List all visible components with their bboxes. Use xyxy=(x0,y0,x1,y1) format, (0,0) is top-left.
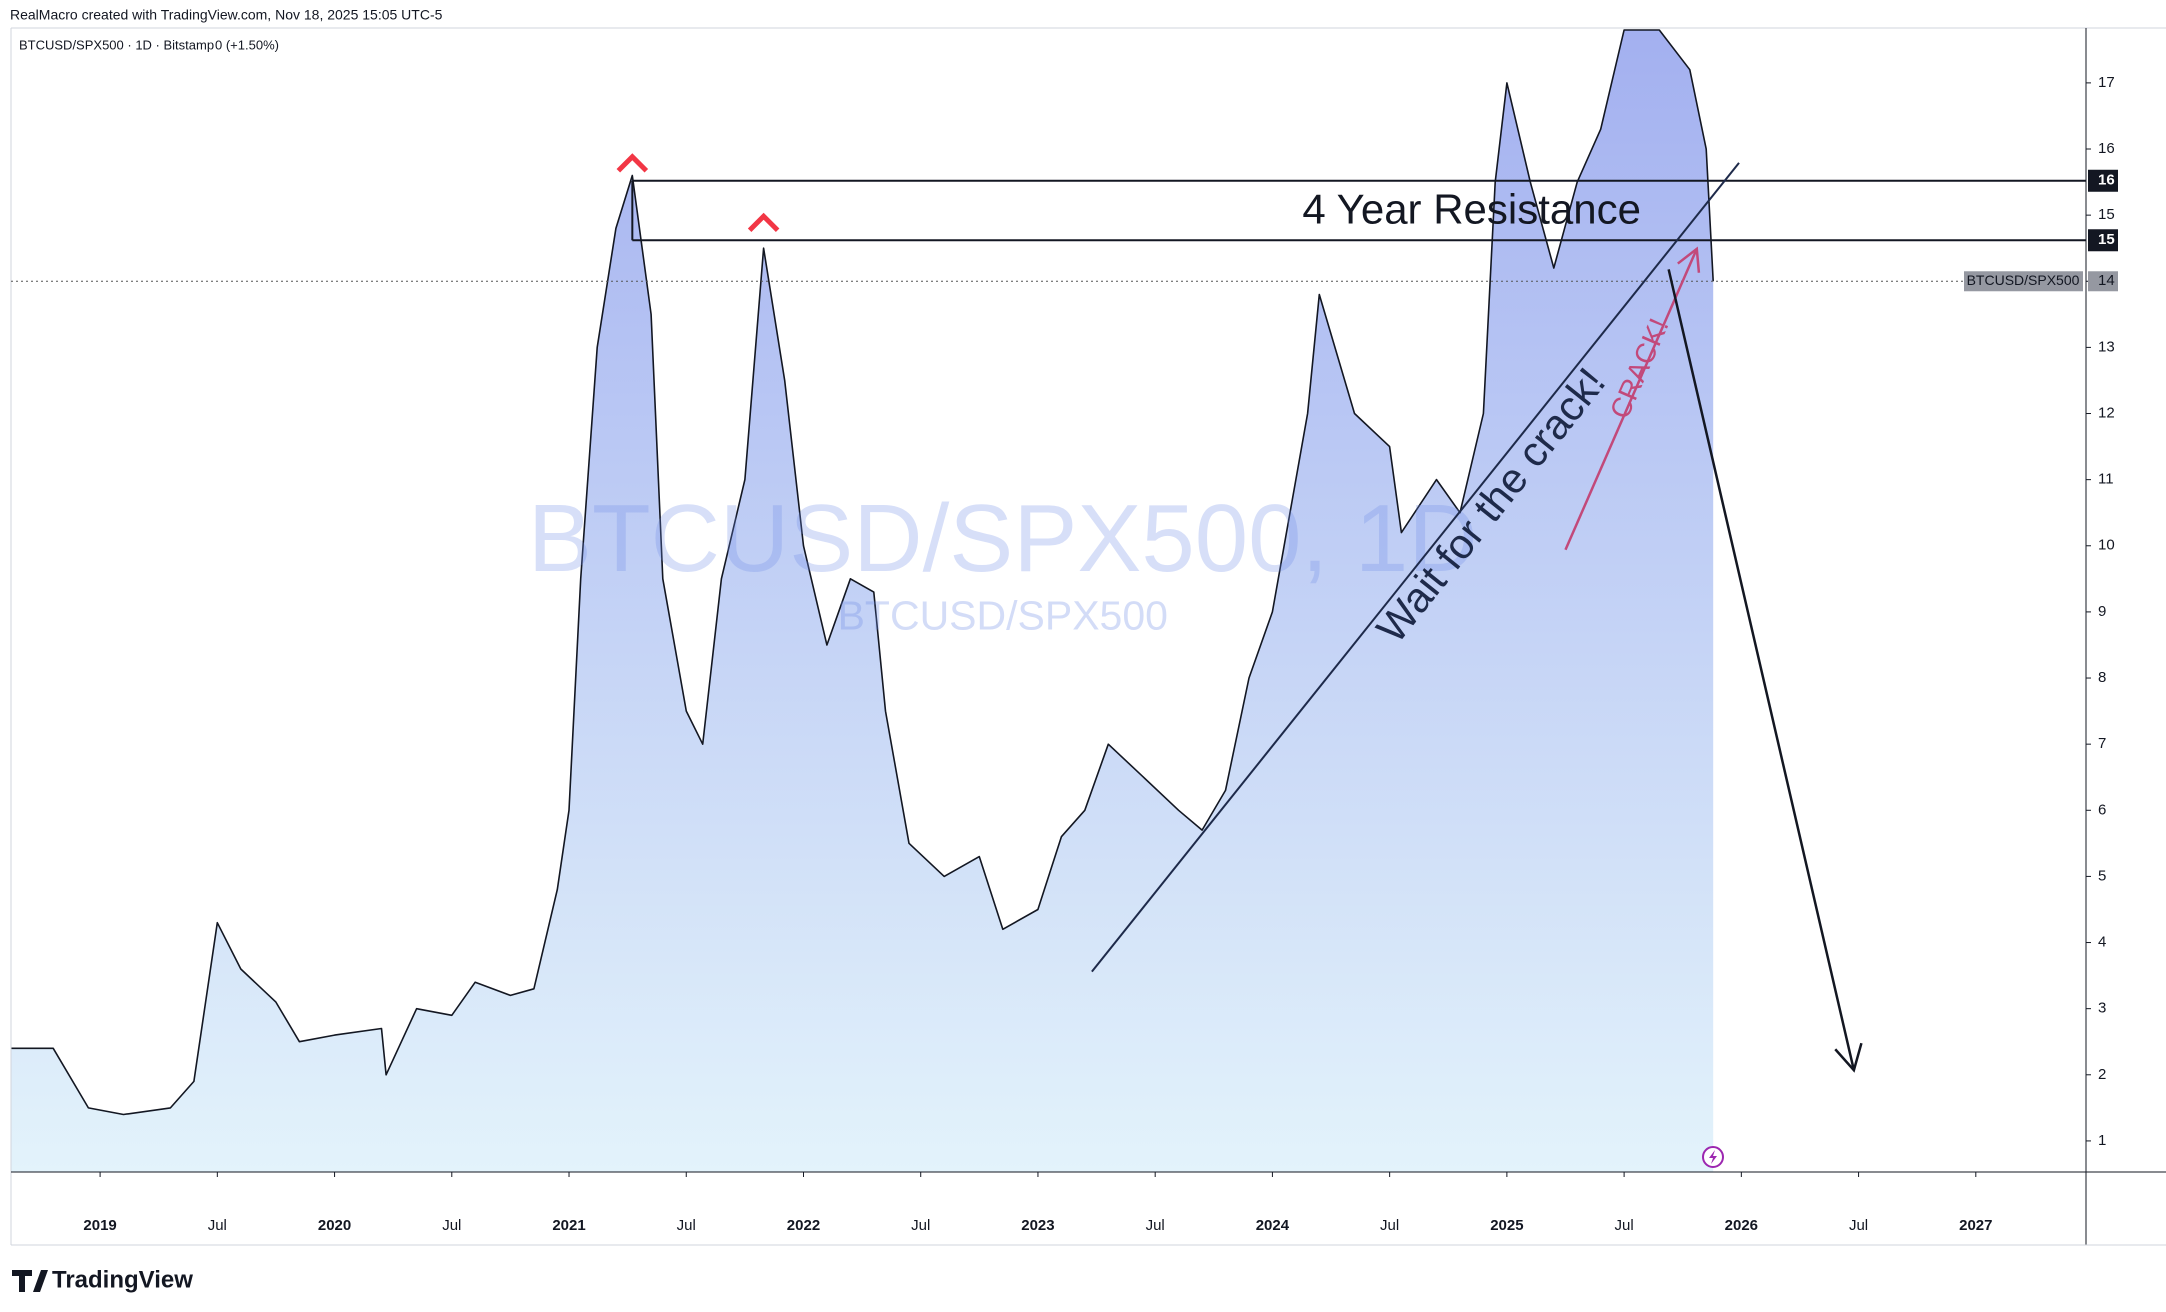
target-arrow-head xyxy=(1834,1042,1863,1073)
x-tick-label: 2026 xyxy=(1725,1217,1758,1234)
x-tick-label: 2027 xyxy=(1959,1217,1992,1234)
y-tick-label: 6 xyxy=(2098,801,2106,818)
y-tick-label: 11 xyxy=(2098,471,2114,488)
y-tick-label: 16 xyxy=(2098,140,2115,157)
x-tick-label: 2025 xyxy=(1490,1217,1523,1234)
resistance-label-box xyxy=(2088,229,2118,252)
y-tick-label: 5 xyxy=(2098,867,2106,884)
x-tick-label: Jul xyxy=(1615,1217,1634,1234)
y-tick-label: 10 xyxy=(2098,537,2115,554)
tradingview-logo: TradingView xyxy=(12,1266,193,1293)
y-tick-label: 2 xyxy=(2098,1066,2106,1083)
peak-marker xyxy=(616,153,649,173)
y-tick-label: 12 xyxy=(2098,404,2115,421)
area-fill xyxy=(11,30,1714,1172)
y-tick-label: 13 xyxy=(2098,338,2115,355)
peak-marker xyxy=(747,212,780,233)
last-price-name-box xyxy=(1964,271,2083,292)
y-tick-label: 7 xyxy=(2098,735,2106,752)
x-tick-label: 2020 xyxy=(318,1217,351,1234)
target-arrow xyxy=(1667,269,1856,1071)
x-tick-label: Jul xyxy=(1146,1217,1165,1234)
y-tick-label: 17 xyxy=(2098,74,2115,91)
resistance-label-box xyxy=(2088,169,2118,192)
y-tick-label: 1 xyxy=(2098,1132,2106,1149)
y-tick-label: 9 xyxy=(2098,603,2106,620)
x-tick-label: Jul xyxy=(1849,1217,1868,1234)
last-price-box xyxy=(2088,271,2118,292)
x-tick-label: 2019 xyxy=(83,1217,116,1234)
y-tick-label: 3 xyxy=(2098,1000,2106,1017)
credit: RealMacro created with TradingView.com, … xyxy=(10,7,443,23)
symbol-change: 0 (+1.50%) xyxy=(215,37,279,52)
x-tick-label: 2022 xyxy=(787,1217,820,1234)
x-tick-label: Jul xyxy=(1380,1217,1399,1234)
price-line xyxy=(11,29,1714,1116)
x-tick-label: Jul xyxy=(208,1217,227,1234)
alert-icon xyxy=(1702,1146,1724,1168)
resistance-label: 15 xyxy=(2098,231,2115,248)
trendline xyxy=(1091,162,1740,973)
watermark: BTCUSD/SPX500, 1D xyxy=(528,485,1478,592)
resistance-title: 4 Year Resistance xyxy=(1302,186,1641,233)
x-tick-label: Jul xyxy=(911,1217,930,1234)
resistance-label: 16 xyxy=(2098,172,2115,189)
brand: TradingView xyxy=(52,1266,193,1293)
last-price-label: 14 xyxy=(2098,272,2115,289)
x-tick-label: Jul xyxy=(442,1217,461,1234)
x-tick-label: Jul xyxy=(677,1217,696,1234)
watermark-sub: BTCUSD/SPX500 xyxy=(838,592,1168,638)
crack-arrow-head xyxy=(1677,246,1701,273)
y-tick-label: 8 xyxy=(2098,669,2106,686)
x-tick-label: 2023 xyxy=(1021,1217,1054,1234)
x-tick-label: 2024 xyxy=(1256,1217,1290,1234)
y-tick-label: 4 xyxy=(2098,934,2106,951)
last-price-name: BTCUSD/SPX500 xyxy=(1967,272,2080,288)
symbol-info: BTCUSD/SPX500 · 1D · Bitstamp xyxy=(19,37,214,52)
x-tick-label: 2021 xyxy=(552,1217,585,1234)
y-tick-label: 15 xyxy=(2098,206,2115,223)
